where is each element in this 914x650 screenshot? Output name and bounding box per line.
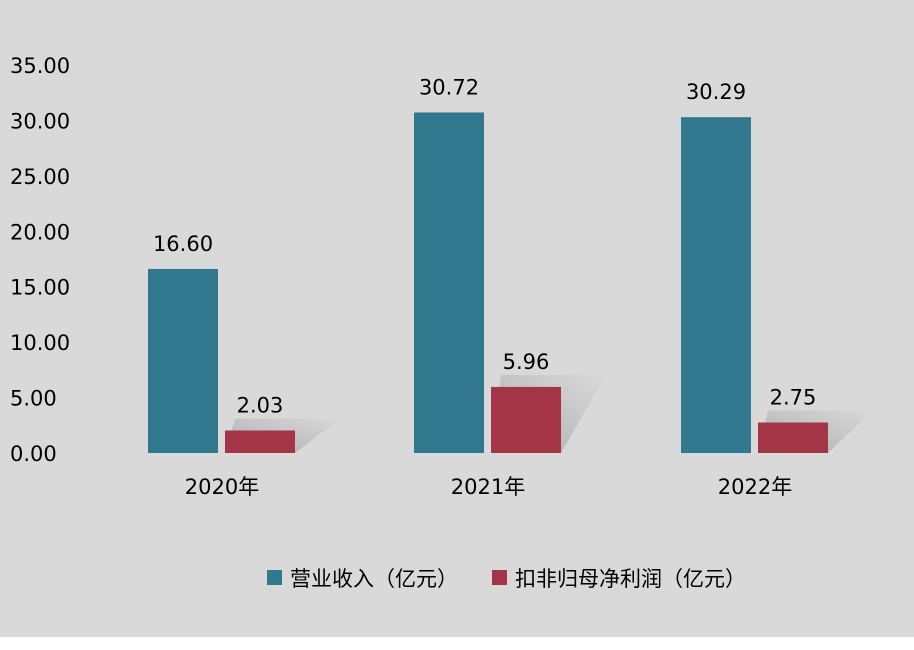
- y-tick-label: 10.00: [10, 331, 70, 355]
- bar-revenue: [681, 117, 751, 453]
- y-tick-label: 0.00: [10, 442, 57, 466]
- x-tick-label: 2020年: [185, 475, 259, 499]
- bar-net-profit: [225, 430, 295, 453]
- data-labels-group: 16.60 2.03 30.72 5.96 30.29 2.75: [153, 75, 816, 417]
- data-label: 16.60: [153, 232, 213, 256]
- data-label: 30.29: [686, 80, 746, 104]
- bar-revenue: [414, 112, 484, 454]
- legend-swatch: [492, 570, 507, 585]
- y-tick-label: 30.00: [10, 109, 70, 133]
- y-tick-label: 5.00: [10, 387, 57, 411]
- data-label: 2.75: [770, 386, 817, 410]
- x-tick-label: 2021年: [451, 475, 525, 499]
- legend: 营业收入（亿元） 扣非归母净利润（亿元）: [267, 567, 746, 591]
- y-axis: 0.00 5.00 10.00 15.00 20.00 25.00 30.00 35.00: [10, 54, 70, 466]
- data-label: 2.03: [237, 393, 284, 417]
- x-axis: 2020年 2021年 2022年: [185, 475, 792, 499]
- y-tick-label: 20.00: [10, 220, 70, 244]
- legend-swatch: [267, 570, 282, 585]
- y-tick-label: 35.00: [10, 54, 70, 78]
- bar-revenue: [148, 268, 218, 453]
- legend-label: 扣非归母净利润（亿元）: [515, 567, 746, 591]
- bars-group: [148, 112, 828, 454]
- data-label: 30.72: [419, 75, 479, 99]
- y-tick-label: 15.00: [10, 276, 70, 300]
- bar-net-profit: [491, 386, 561, 453]
- bar-net-profit: [758, 422, 828, 453]
- x-tick-label: 2022年: [718, 475, 792, 499]
- data-label: 5.96: [503, 350, 550, 374]
- legend-label: 营业收入（亿元）: [290, 567, 458, 591]
- y-tick-label: 25.00: [10, 165, 70, 189]
